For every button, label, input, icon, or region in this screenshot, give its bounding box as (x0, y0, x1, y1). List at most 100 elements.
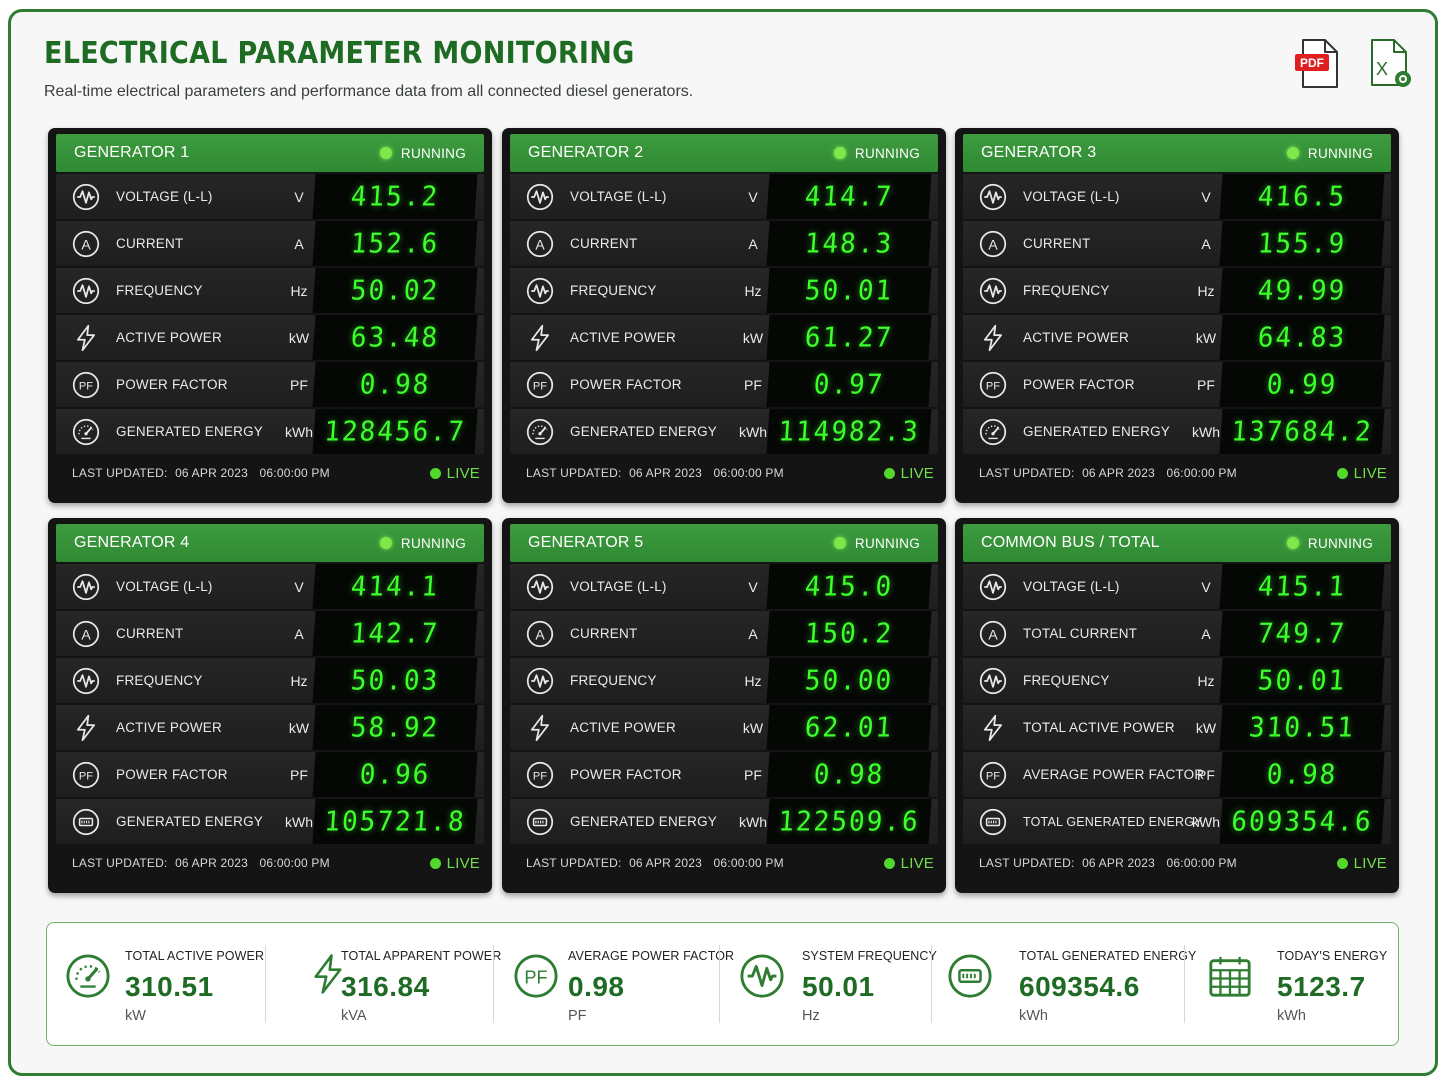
parameter-unit: Hz (1197, 672, 1215, 689)
parameter-label: POWER FACTOR (116, 377, 228, 392)
last-updated-date: 06 APR 2023 (175, 466, 248, 480)
parameter-value-display: 142.7 (312, 611, 478, 656)
export-excel-button[interactable]: X (1366, 38, 1412, 90)
panel-header: GENERATOR 1 RUNNING (56, 134, 484, 172)
current-icon: A (526, 230, 554, 257)
svg-text:A: A (81, 236, 91, 252)
parameter-value-display: 415.2 (312, 174, 478, 219)
lightning-icon (530, 324, 550, 351)
last-updated-time: 06:00:00 PM (1166, 466, 1237, 480)
parameter-unit: V (748, 188, 758, 205)
parameter-value: 0.98 (812, 758, 886, 791)
parameter-icon-cell: A (56, 221, 116, 266)
parameter-label: POWER FACTOR (570, 377, 682, 392)
status-dot-icon (833, 537, 846, 549)
parameter-icon-cell (510, 315, 570, 360)
parameter-value: 150.2 (803, 617, 895, 650)
parameter-row: TOTAL ACTIVE POWER kW 310.51 (963, 705, 1391, 750)
parameter-label: POWER FACTOR (116, 767, 228, 782)
parameter-icon-cell (963, 268, 1023, 313)
gauge-icon (526, 418, 554, 445)
parameter-unit: Hz (744, 672, 762, 689)
lightning-icon (76, 714, 96, 741)
voltage-icon (526, 183, 554, 210)
parameter-row: ACTIVE POWER kW 63.48 (56, 315, 484, 360)
parameter-icon-cell (56, 799, 116, 844)
parameter-unit: V (294, 578, 304, 595)
parameter-unit: Hz (1197, 282, 1215, 299)
generator-panel: GENERATOR 1 RUNNING VOLTAGE (L-L) V 415.… (48, 128, 492, 503)
pdf-file-icon: PDF (1295, 39, 1338, 88)
parameter-icon-cell (510, 799, 570, 844)
parameter-value-display: 64.83 (1219, 315, 1385, 360)
running-status: RUNNING (1286, 536, 1373, 551)
parameter-unit: V (748, 578, 758, 595)
svg-text:A: A (81, 626, 91, 642)
frequency-icon (526, 667, 554, 694)
parameter-row: A CURRENT A 148.3 (510, 221, 938, 266)
svg-text:A: A (988, 626, 998, 642)
excel-label: X (1376, 59, 1388, 79)
frequency-icon (526, 277, 554, 304)
parameter-label: CURRENT (116, 626, 184, 641)
parameter-row: FREQUENCY Hz 50.01 (510, 268, 938, 313)
power-factor-icon: PF (72, 371, 100, 398)
current-icon: A (979, 620, 1007, 647)
parameter-label: CURRENT (570, 236, 638, 251)
parameter-value: 50.03 (349, 664, 441, 697)
live-dot-icon (429, 857, 441, 869)
parameter-unit: kW (742, 329, 764, 346)
parameter-value: 415.2 (349, 180, 441, 213)
last-updated-time: 06:00:00 PM (259, 466, 330, 480)
parameter-row: PF AVERAGE POWER FACTOR PF 0.98 (963, 752, 1391, 797)
panel-header: COMMON BUS / TOTAL RUNNING (963, 524, 1391, 562)
status-dot-icon (1286, 537, 1299, 549)
last-updated: LAST UPDATED: 06 APR 2023 06:00:00 PM (72, 856, 330, 870)
last-updated: LAST UPDATED: 06 APR 2023 06:00:00 PM (979, 856, 1237, 870)
summary-icon (739, 953, 785, 1004)
parameter-row: A TOTAL CURRENT A 749.7 (963, 611, 1391, 656)
parameter-value: 64.83 (1256, 321, 1348, 354)
svg-text:PF: PF (533, 380, 547, 392)
live-indicator: LIVE (883, 465, 934, 482)
summary-label: TOTAL APPARENT POWER (341, 949, 502, 963)
parameter-value-display: 416.5 (1219, 174, 1385, 219)
parameter-icon-cell (510, 658, 570, 703)
parameter-value-display: 114982.3 (766, 409, 932, 454)
parameter-label: VOLTAGE (L-L) (570, 579, 667, 594)
parameter-icon-cell (963, 174, 1023, 219)
parameter-value: 0.96 (358, 758, 432, 791)
parameter-unit: V (294, 188, 304, 205)
generator-panel: GENERATOR 3 RUNNING VOLTAGE (L-L) V 416.… (955, 128, 1399, 503)
summary-label: TOTAL GENERATED ENERGY (1019, 949, 1197, 963)
last-updated: LAST UPDATED: 06 APR 2023 06:00:00 PM (526, 856, 784, 870)
live-text: LIVE (900, 854, 934, 872)
parameter-row: ACTIVE POWER kW 62.01 (510, 705, 938, 750)
status-text: RUNNING (400, 145, 466, 161)
parameter-value-display: 0.98 (1219, 752, 1385, 797)
parameter-value-display: 415.0 (766, 564, 932, 609)
status-text: RUNNING (1307, 145, 1373, 161)
last-updated-date: 06 APR 2023 (1082, 856, 1155, 870)
parameter-value: 50.00 (803, 664, 895, 697)
summary-value: 310.51 (125, 971, 214, 1002)
parameter-value-display: 0.97 (766, 362, 932, 407)
parameter-unit: kWh (1192, 423, 1220, 440)
parameter-unit: kW (1195, 719, 1217, 736)
parameter-unit: PF (290, 376, 308, 393)
parameter-label: VOLTAGE (L-L) (570, 189, 667, 204)
live-dot-icon (1336, 467, 1348, 479)
export-pdf-button[interactable]: PDF (1294, 38, 1340, 90)
parameter-label: VOLTAGE (L-L) (116, 189, 213, 204)
summary-divider (493, 945, 494, 1023)
running-status: RUNNING (833, 146, 920, 161)
parameter-row: ACTIVE POWER kW 64.83 (963, 315, 1391, 360)
summary-item: TOTAL ACTIVE POWER 310.51 kW (65, 923, 285, 1045)
parameter-unit: PF (744, 376, 762, 393)
panel-header: GENERATOR 5 RUNNING (510, 524, 938, 562)
parameter-unit: A (748, 625, 758, 642)
excel-file-icon: X (1371, 39, 1411, 87)
voltage-icon (72, 573, 100, 600)
svg-text:PF: PF (524, 967, 547, 987)
panel-header: GENERATOR 2 RUNNING (510, 134, 938, 172)
